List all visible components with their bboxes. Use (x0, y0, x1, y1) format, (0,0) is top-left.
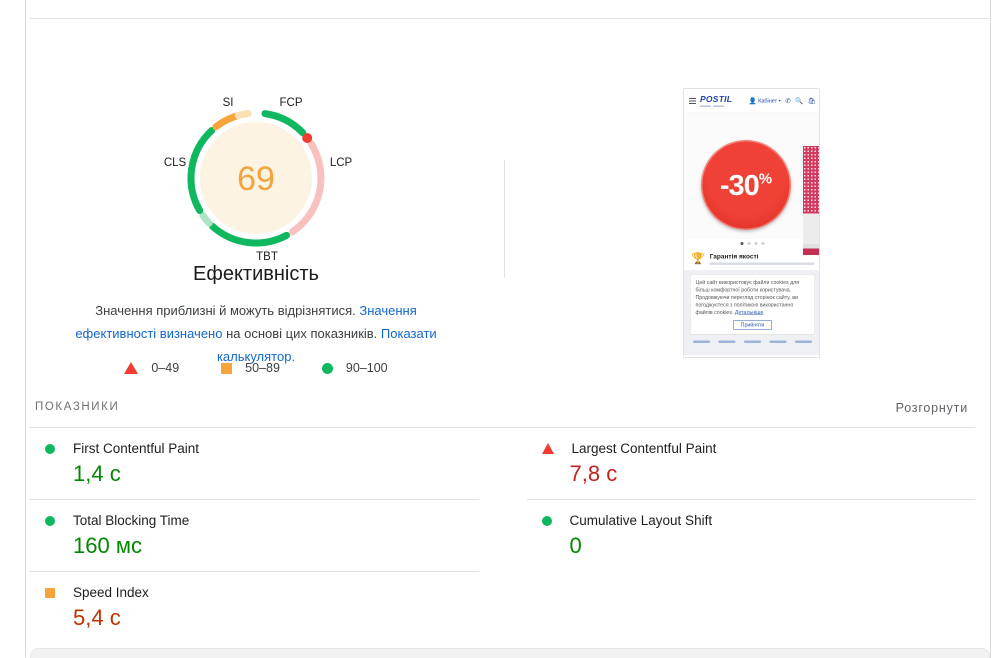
gauge-arc-cls (187, 127, 216, 214)
guarantee-block: 🏆 Гарантія якості (684, 248, 819, 270)
metrics-grid: First Contentful Paint 1,4 с Largest Con… (30, 428, 975, 643)
gauge-label-cls: CLS (163, 157, 187, 169)
card-right-border (990, 0, 991, 658)
cookie-text: Цей сайт використовує файли cookies для … (695, 279, 800, 316)
legend-range: 0–49 (151, 361, 180, 375)
gauge-label-lcp: LCP (329, 157, 353, 169)
average-square-icon (221, 362, 233, 374)
vertical-divider (504, 160, 505, 278)
user-icon: 👤 (748, 97, 757, 105)
cookie-consent-banner: Цей сайт використовує файли cookies для … (690, 274, 815, 335)
fail-triangle-icon (541, 443, 554, 454)
metric-value: 1,4 с (73, 461, 121, 486)
gauge-label-si: SI (222, 97, 234, 109)
guarantee-title: Гарантія якості (709, 252, 759, 260)
cookie-details-link[interactable]: Детальніше (734, 309, 764, 316)
carousel-dots (684, 239, 819, 248)
metric-value: 0 (569, 533, 582, 558)
pass-circle-icon (541, 515, 552, 526)
gauge-label-fcp: FCP (279, 97, 303, 109)
scoring-link[interactable]: Значення ефективності визначено (75, 303, 421, 341)
metrics-divider (30, 427, 975, 428)
metric-name: Cumulative Layout Shift (569, 513, 713, 528)
pass-circle-icon (45, 443, 55, 454)
expand-metrics-button[interactable]: Розгорнути (895, 401, 968, 415)
discount-badge: -30 % (701, 140, 791, 230)
fail-triangle-icon (124, 362, 139, 374)
search-icon: 🔍 (795, 97, 804, 105)
metrics-section-header: ПОКАЗНИКИ (35, 401, 120, 413)
average-square-icon (45, 587, 55, 598)
page-screenshot-thumbnail[interactable]: POSTIL 👤 Кабінет ▾ ✆ 🔍 🛍 -30 (683, 88, 820, 358)
metric-value: 160 мс (73, 533, 142, 558)
discount-percent: % (758, 170, 773, 188)
top-divider (30, 18, 990, 19)
cart-icon: 🛍 (807, 97, 816, 105)
legend-item-pass: 90–100 (321, 361, 388, 375)
account-menu: 👤 Кабінет ▾ (749, 98, 781, 105)
metric-largest-contentful-paint: Largest Contentful Paint 7,8 с (527, 428, 976, 499)
category-title: Ефективність (193, 263, 319, 285)
gauge-arc-lcp (288, 140, 325, 236)
gauge-arc-si-light (234, 110, 252, 119)
gauge-arc-fcp (261, 110, 307, 137)
legend-item-fail: 0–49 (124, 361, 179, 375)
legend-item-average: 50–89 (221, 361, 280, 375)
metric-first-contentful-paint: First Contentful Paint 1,4 с (30, 428, 479, 499)
metric-speed-index: Speed Index 5,4 с (30, 571, 479, 643)
calculator-link[interactable]: Показати калькулятор. (216, 326, 441, 364)
collapsed-section-bar[interactable] (30, 648, 990, 658)
product-image (803, 146, 819, 255)
site-logo-tagline (700, 105, 732, 107)
legend-range: 50–89 (245, 361, 280, 375)
pass-circle-icon (321, 362, 333, 374)
metric-name: Speed Index (73, 585, 149, 600)
score-disclaimer: Значення приблизні й можуть відрізнятися… (56, 299, 456, 368)
phone-icon: ✆ (785, 97, 791, 105)
gauge-label-tbt: TBT (256, 251, 278, 263)
chevron-down-icon: ▾ (778, 98, 781, 104)
footer-links-placeholder (690, 335, 815, 343)
gauge-center-fill (200, 122, 312, 234)
gauge-arc-si (212, 112, 240, 131)
card-left-border (25, 0, 26, 658)
pass-circle-icon (45, 515, 55, 526)
metric-value: 7,8 с (569, 461, 618, 486)
award-icon: 🏆 (691, 252, 705, 265)
metric-value: 5,4 с (73, 605, 121, 630)
site-header: POSTIL 👤 Кабінет ▾ ✆ 🔍 🛍 (684, 89, 819, 113)
legend-range: 90–100 (345, 361, 388, 375)
hero-banner: -30 % (684, 113, 819, 255)
hamburger-menu-icon (689, 97, 696, 104)
metric-total-blocking-time: Total Blocking Time 160 мс (30, 499, 479, 571)
metric-name: Total Blocking Time (73, 513, 190, 528)
score-legend: 0–49 50–89 90–100 (86, 361, 426, 375)
disclaimer-text-1: Значення приблизні й можуть відрізнятися… (95, 303, 360, 318)
performance-score: 69 (237, 160, 275, 198)
site-logo: POSTIL (700, 94, 733, 105)
performance-gauge: 69 (187, 110, 325, 247)
gauge-lcp-marker-dot (302, 133, 313, 143)
account-label: Кабінет (758, 97, 778, 104)
gauge-arc-tbt-light (199, 211, 213, 227)
discount-value: -30 (719, 168, 760, 202)
metric-name: First Contentful Paint (73, 441, 200, 456)
metric-name: Largest Contentful Paint (571, 441, 717, 456)
disclaimer-text-2: на основі цих показників. (222, 326, 381, 341)
cookie-accept-button[interactable]: Прийняти (733, 320, 772, 330)
guarantee-subtitle-placeholder (709, 262, 815, 265)
gauge-arc-tbt (209, 222, 290, 247)
metric-cumulative-layout-shift: Cumulative Layout Shift 0 (526, 499, 975, 571)
